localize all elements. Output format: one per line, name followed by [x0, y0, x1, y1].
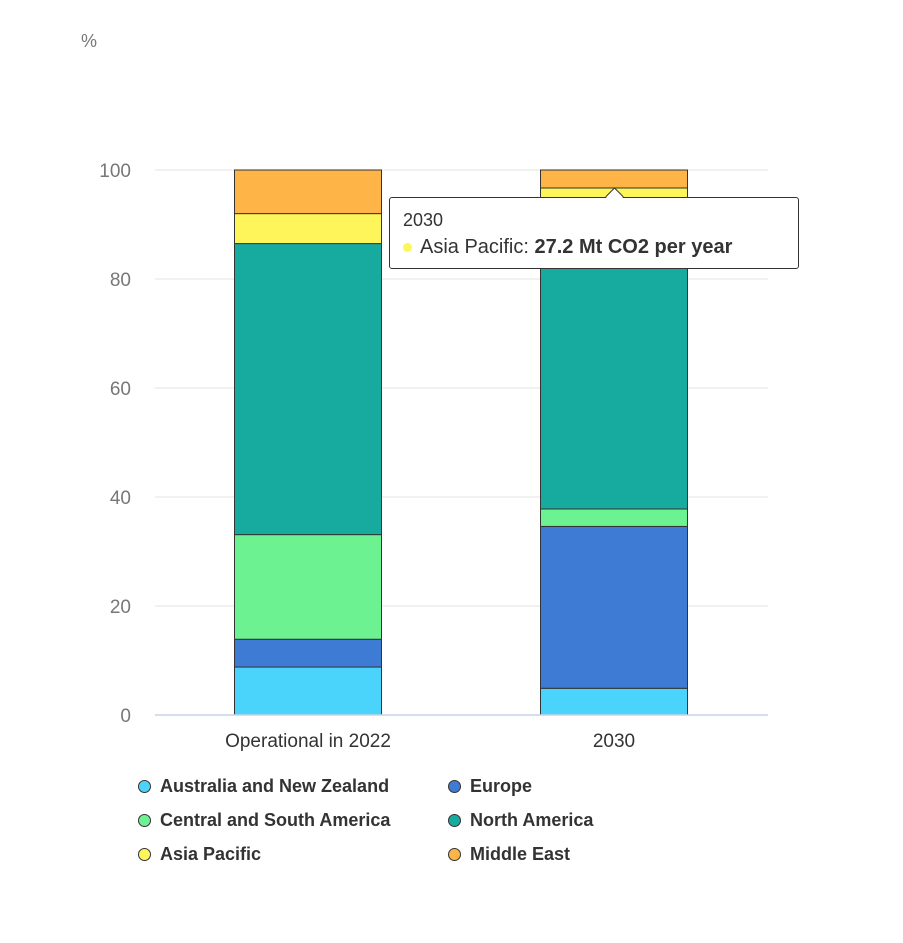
bar-segment-asia-pacific[interactable]	[234, 213, 382, 245]
legend-item[interactable]: Europe	[448, 776, 532, 797]
bar-segment-central-and-south-america[interactable]	[234, 534, 382, 640]
legend-item[interactable]: Australia and New Zealand	[138, 776, 389, 797]
legend-item[interactable]: Asia Pacific	[138, 844, 261, 865]
legend-marker	[138, 848, 151, 861]
legend-label: Central and South America	[160, 810, 391, 830]
legend-item[interactable]: North America	[448, 810, 593, 831]
bar-segment-australia-and-new-zealand[interactable]	[234, 666, 382, 716]
tooltip-series-dot	[403, 243, 412, 252]
bar-segment-europe[interactable]	[540, 525, 688, 689]
y-tick-label: 20	[110, 597, 131, 618]
legend-marker	[138, 814, 151, 827]
legend-label: Australia and New Zealand	[160, 776, 390, 796]
tooltip-row: Asia Pacific: 27.2 Mt CO2 per year	[403, 236, 732, 259]
legend-item[interactable]: Central and South America	[138, 810, 390, 831]
x-category-label: Operational in 2022	[225, 731, 391, 752]
bar-segment-middle-east[interactable]	[540, 169, 688, 189]
y-tick-label: 100	[99, 161, 131, 182]
legend-marker	[138, 780, 151, 793]
tooltip-separator: :	[523, 236, 529, 258]
x-axis-category-labels: Operational in 2022 2030	[225, 731, 635, 752]
y-tick-label: 80	[110, 270, 131, 291]
legend-label: North America	[470, 810, 594, 830]
tooltip: 2030 Asia Pacific: 27.2 Mt CO2 per year	[389, 187, 799, 269]
legend-label: Middle East	[470, 844, 571, 864]
y-tick-label: 60	[110, 379, 131, 400]
x-category-label: 2030	[593, 731, 635, 752]
tooltip-series-name: Asia Pacific	[420, 236, 524, 258]
y-axis-unit-label: %	[81, 31, 97, 51]
bar-segment-europe[interactable]	[234, 638, 382, 668]
y-tick-label: 40	[110, 488, 131, 509]
legend-marker	[448, 848, 461, 861]
y-axis-tick-labels: 0 20 40 60 80 100	[99, 161, 131, 727]
bar-segment-middle-east[interactable]	[234, 169, 382, 215]
y-tick-label: 0	[120, 706, 131, 727]
legend-label: Asia Pacific	[160, 844, 262, 864]
legend-label: Europe	[470, 776, 533, 796]
legend-item[interactable]: Middle East	[448, 844, 570, 865]
legend-marker	[448, 780, 461, 793]
bar-segment-central-and-south-america[interactable]	[540, 508, 688, 527]
tooltip-title: 2030	[403, 210, 444, 230]
bar-segment-north-america[interactable]	[234, 243, 382, 536]
bar-segment-australia-and-new-zealand[interactable]	[540, 687, 688, 716]
legend-marker	[448, 814, 461, 827]
tooltip-value: 27.2 Mt CO2 per year	[534, 236, 733, 258]
